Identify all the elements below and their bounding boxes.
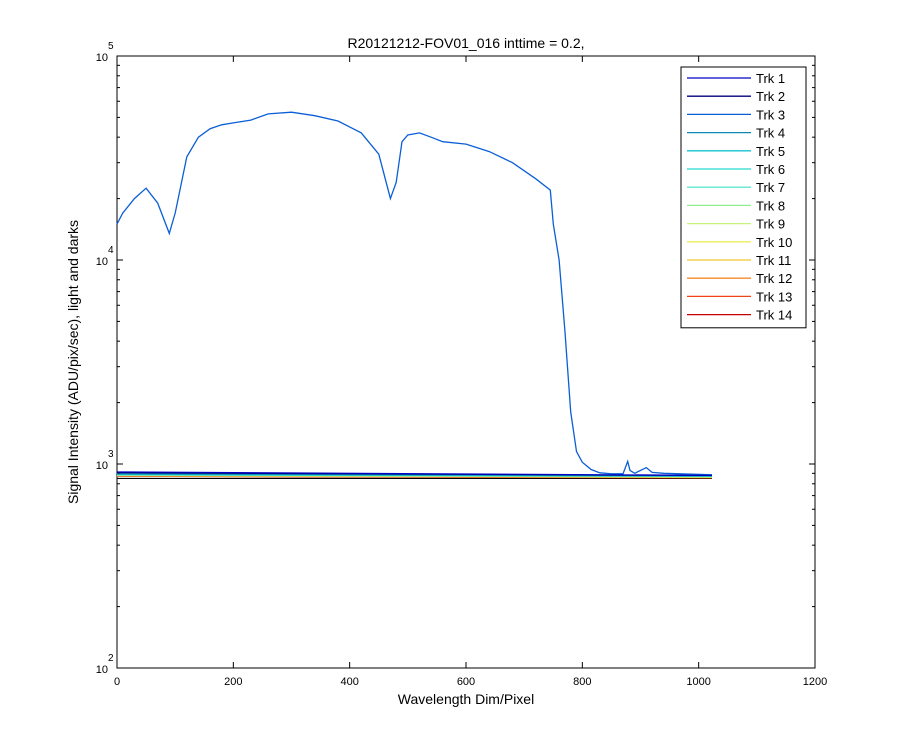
x-tick-label: 400 (340, 676, 358, 688)
y-tick-label-base: 10 (96, 52, 108, 64)
y-axis-label: Signal Intensity (ADU/pix/sec), light an… (65, 220, 81, 504)
legend-label: Trk 8 (756, 198, 785, 213)
y-tick-label-base: 10 (96, 460, 108, 472)
y-tick-label-exponent: 2 (108, 653, 114, 664)
x-tick-label: 0 (114, 676, 120, 688)
legend-label: Trk 11 (756, 253, 791, 268)
series-line-trk-1 (116, 471, 713, 476)
series-line-trk-3 (116, 111, 713, 476)
y-tick-label-exponent: 3 (108, 449, 114, 460)
legend-label: Trk 1 (756, 71, 785, 86)
y-tick-label-exponent: 5 (108, 41, 114, 52)
legend-label: Trk 7 (756, 180, 785, 195)
legend-label: Trk 9 (756, 217, 785, 232)
legend-label: Trk 12 (756, 271, 792, 286)
legend-label: Trk 13 (756, 289, 792, 304)
x-tick-label: 600 (457, 676, 475, 688)
legend-box (680, 66, 807, 329)
legend-label: Trk 14 (756, 308, 792, 323)
legend-label: Trk 6 (756, 162, 785, 177)
legend-label: Trk 10 (756, 235, 792, 250)
chart-title: R20121212-FOV01_016 inttime = 0.2, (348, 35, 585, 51)
series-lines (116, 111, 713, 479)
legend-label: Trk 2 (756, 89, 785, 104)
legend: Trk 1 Trk 2 Trk 3 Trk 4 Trk 5 Trk 6 Trk 7 Trk 8… (680, 66, 807, 329)
y-tick-label-exponent: 4 (108, 245, 114, 256)
x-tick-label: 800 (573, 676, 591, 688)
y-tick-label-base: 10 (96, 256, 108, 268)
x-axis-label: Wavelength Dim/Pixel (398, 691, 534, 707)
x-tick-label: 1200 (803, 676, 827, 688)
y-tick-label-base: 10 (96, 664, 108, 676)
legend-label: Trk 3 (756, 107, 785, 122)
legend-label: Trk 4 (756, 126, 785, 141)
legend-label: Trk 5 (756, 144, 785, 159)
x-tick-label: 1000 (686, 676, 710, 688)
x-tick-label: 200 (224, 676, 242, 688)
